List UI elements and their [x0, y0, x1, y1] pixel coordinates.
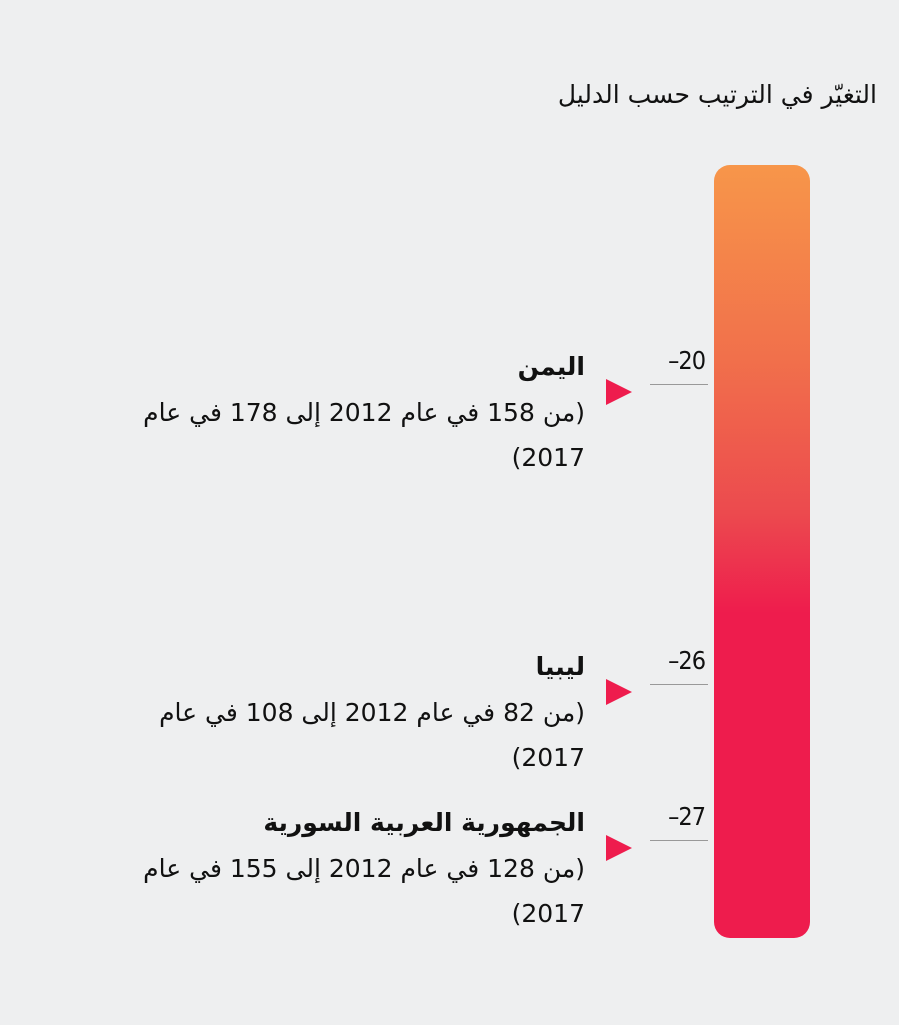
change-underline — [650, 684, 708, 685]
item-name: اليمن — [517, 352, 585, 381]
marker — [606, 679, 732, 705]
gradient-bar — [714, 165, 810, 938]
item-detail: (من 128 في عام 2012 إلى 155 في عام 2017) — [143, 854, 585, 928]
pointer — [606, 835, 632, 861]
change-underline — [650, 384, 708, 385]
item-name: ليبيا — [535, 652, 585, 681]
title: التغيّر في الترتيب حسب الدليل — [557, 80, 877, 109]
item-change: –27 — [668, 802, 706, 831]
marker — [606, 379, 732, 405]
item-change: –26 — [668, 646, 706, 675]
pointer — [606, 379, 632, 405]
item-change: –20 — [668, 346, 706, 375]
item-detail: (من 158 في عام 2012 إلى 178 في عام 2017) — [143, 398, 585, 472]
item-name: الجمهورية العربية السورية — [263, 808, 585, 837]
item-detail: (من 82 في عام 2012 إلى 108 في عام 2017) — [159, 698, 585, 772]
pointer — [606, 679, 632, 705]
change-underline — [650, 840, 708, 841]
marker — [606, 835, 732, 861]
